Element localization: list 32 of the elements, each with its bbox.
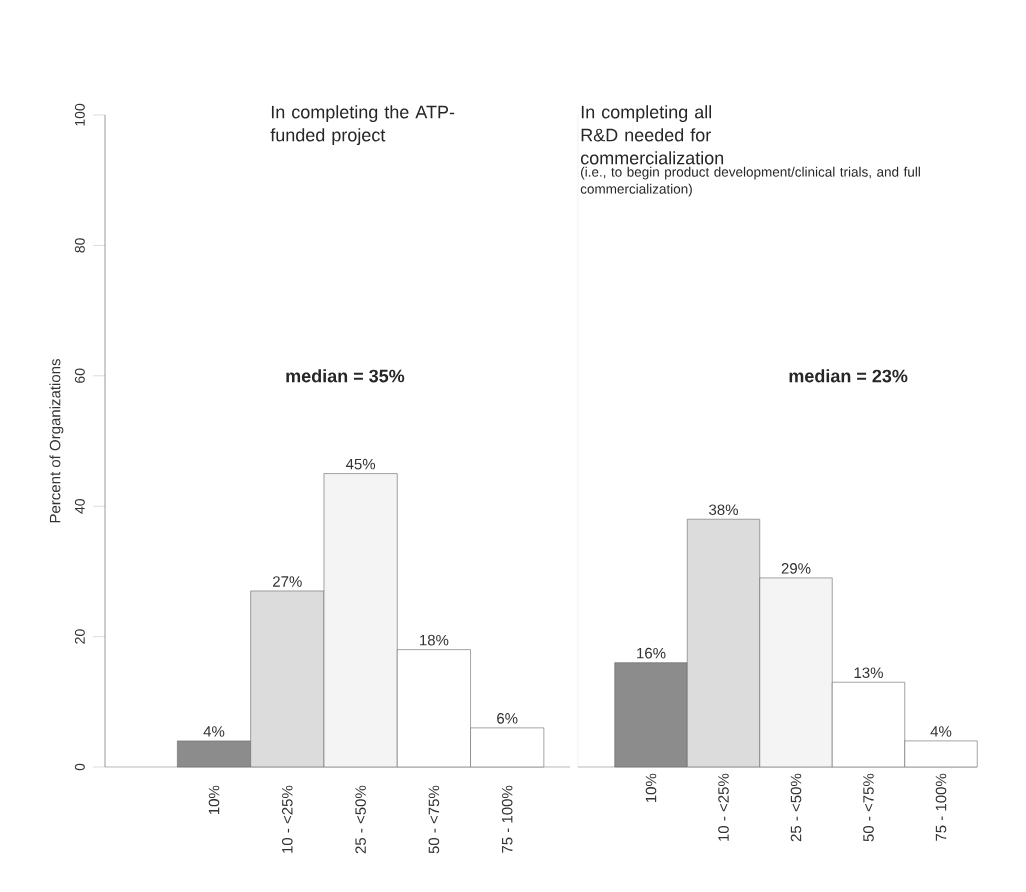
data-label: 45% xyxy=(345,458,376,470)
y-tick-label: 100 xyxy=(74,103,85,126)
y-axis-title: Percent of Organizations xyxy=(49,359,64,523)
x-tick-label: 10 - <25% xyxy=(718,773,729,841)
data-label: 13% xyxy=(854,667,883,679)
data-label: 4% xyxy=(203,726,225,737)
x-tick-label: 50 - <75% xyxy=(863,773,874,842)
x-tick-label: 75 - 100% xyxy=(935,773,947,841)
y-tick-label: 40 xyxy=(74,498,85,514)
x-tick-label: 25 - <50% xyxy=(355,785,366,854)
data-label: 27% xyxy=(273,576,302,587)
annotation: median = 23% xyxy=(789,369,908,383)
chart-title: In completing the ATP-funded project xyxy=(270,105,455,145)
data-label: 29% xyxy=(781,563,811,574)
x-tick-label: 10% xyxy=(208,785,220,815)
data-label: 6% xyxy=(497,713,518,724)
x-tick-label: 50 - <75% xyxy=(428,785,440,854)
y-tick-label: 20 xyxy=(74,629,85,644)
text: In completing all R&D needed for commercialization xyxy=(580,105,724,165)
x-tick-label: 10% xyxy=(645,773,657,803)
y-tick-label: 0 xyxy=(74,763,85,771)
annotation: median = 35% xyxy=(286,369,405,383)
data-label: 4% xyxy=(930,726,952,737)
y-tick-label: 80 xyxy=(74,238,85,253)
y-tick-label: 60 xyxy=(74,368,85,383)
text: (i.e., to begin product development/clinical trials, and full commercialization) xyxy=(580,166,920,197)
x-tick-label: 75 - 100% xyxy=(501,785,513,853)
data-label: 38% xyxy=(709,504,738,516)
x-tick-label: 10 - <25% xyxy=(281,785,293,853)
x-tick-label: 25 - <50% xyxy=(790,773,802,842)
data-label: 16% xyxy=(637,647,666,659)
data-label: 18% xyxy=(420,634,449,646)
